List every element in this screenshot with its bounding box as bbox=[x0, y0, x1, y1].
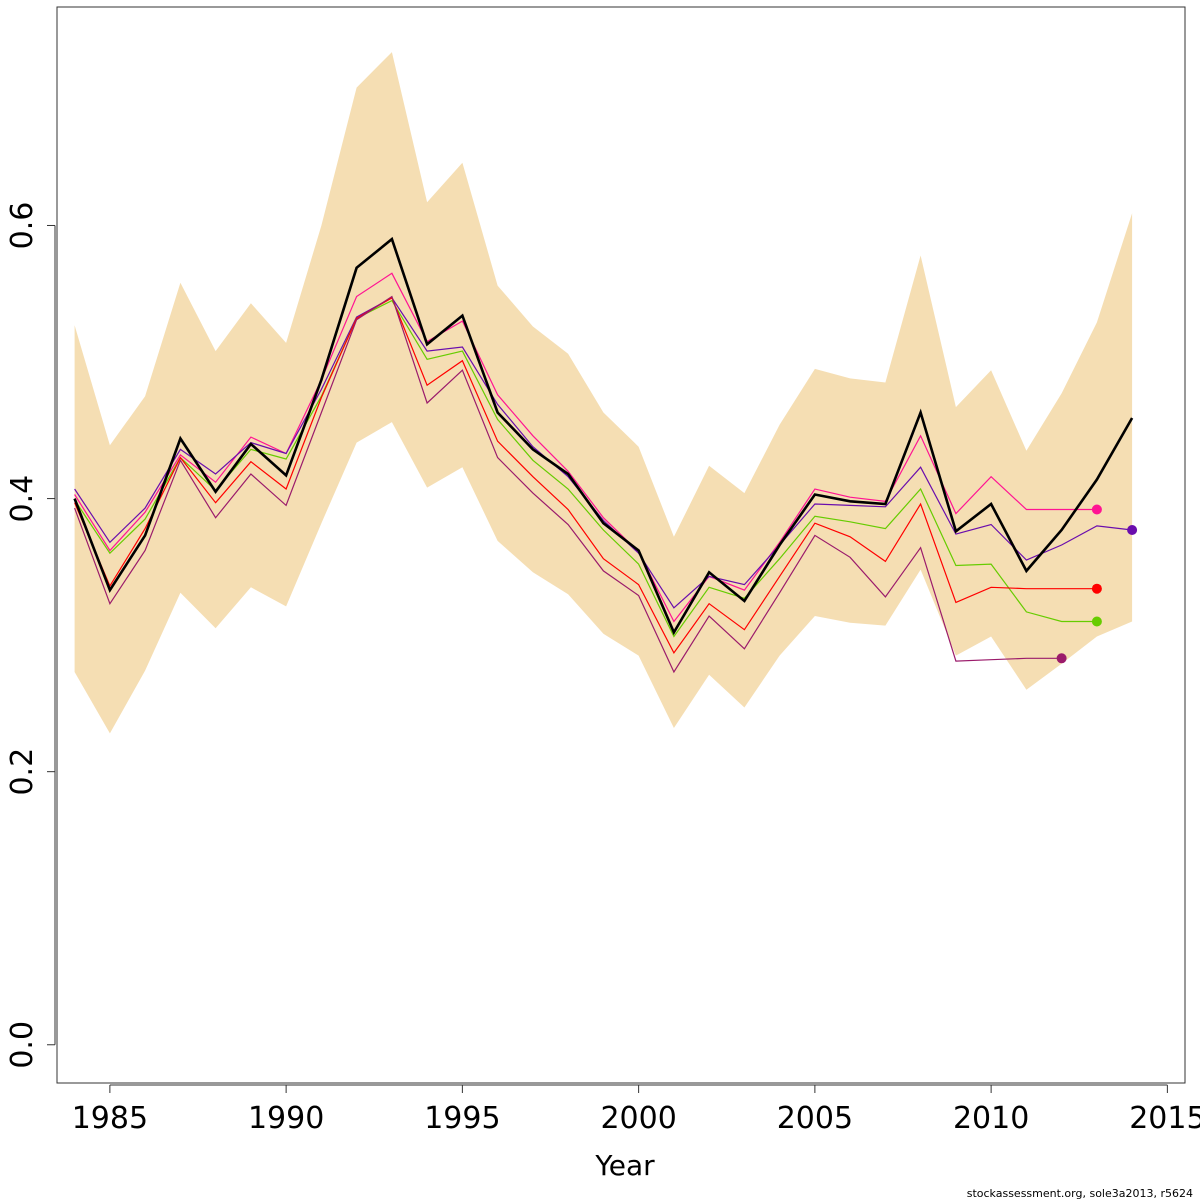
series-line-2012-plum bbox=[74, 295, 1062, 674]
y-axis: 0.0 0.2 0.4 0.6 bbox=[5, 202, 56, 1069]
x-tick-label: 1995 bbox=[424, 1101, 500, 1136]
plot-frame bbox=[56, 6, 1186, 1084]
x-tick-label: 1985 bbox=[72, 1101, 148, 1136]
y-tick-label: 0.4 bbox=[5, 475, 40, 523]
footer-credit: stockassessment.org, sole3a2013, r5624 bbox=[967, 1187, 1193, 1200]
series-line-2013-red bbox=[74, 296, 1097, 655]
x-tick-label: 2005 bbox=[777, 1101, 853, 1136]
series-end-point-2013-red bbox=[1091, 583, 1102, 594]
y-tick-label: 0.2 bbox=[5, 748, 40, 796]
x-tick-label: 2010 bbox=[953, 1101, 1029, 1136]
series-line-2013-pink bbox=[74, 272, 1097, 623]
series-layer bbox=[73, 236, 1134, 674]
confidence-band bbox=[74, 52, 1133, 734]
series-line-2013-green bbox=[74, 299, 1097, 638]
x-tick-label: 2015 bbox=[1129, 1101, 1200, 1136]
x-tick-label: 2000 bbox=[600, 1101, 676, 1136]
series-end-point-2014-purple bbox=[1127, 525, 1138, 535]
end-marker-layer bbox=[1056, 504, 1138, 664]
x-tick-label: 1990 bbox=[248, 1101, 324, 1136]
series-end-point-2013-pink bbox=[1091, 504, 1102, 515]
x-axis: 1985 1990 1995 2000 2005 2010 2015 bbox=[72, 1084, 1200, 1136]
x-axis-title: Year bbox=[594, 1149, 655, 1182]
series-line-2014 bbox=[73, 236, 1134, 636]
series-end-point-2013-green bbox=[1091, 616, 1102, 627]
y-tick-label: 0.6 bbox=[5, 202, 40, 250]
series-end-point-2012-plum bbox=[1056, 653, 1067, 664]
y-tick-label: 0.0 bbox=[5, 1021, 40, 1069]
confidence-band-layer bbox=[74, 52, 1133, 734]
